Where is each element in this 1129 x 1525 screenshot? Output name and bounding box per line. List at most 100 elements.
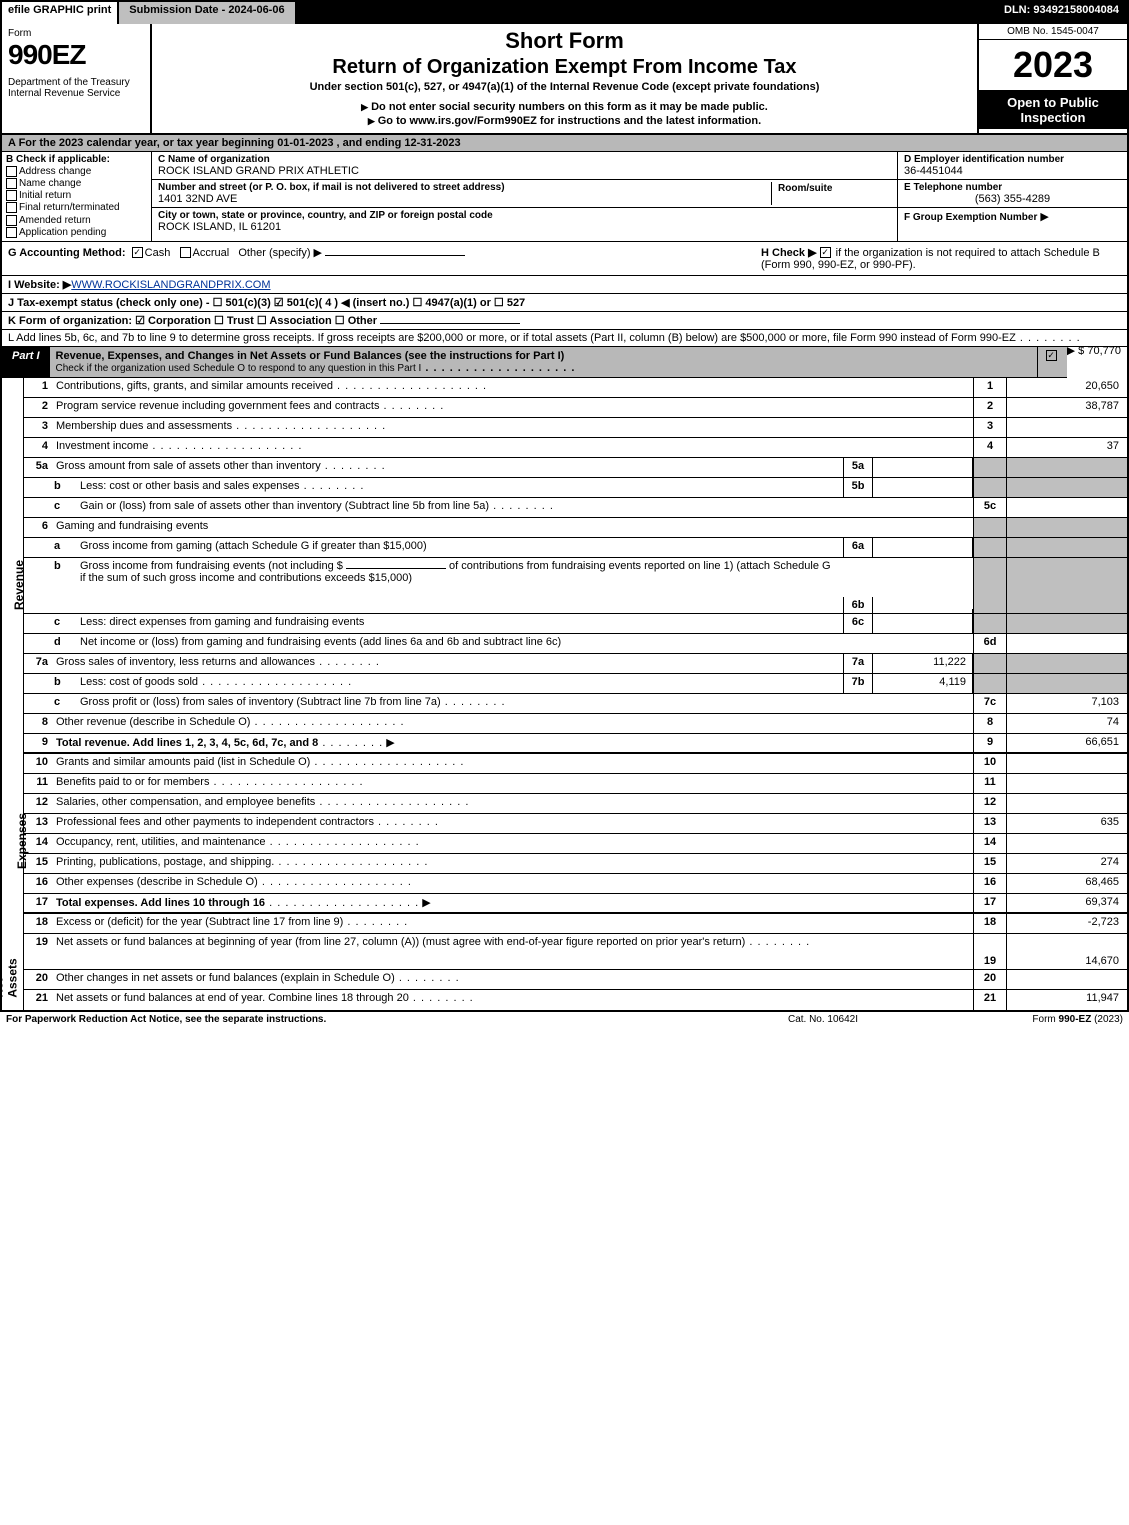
form-title: Return of Organization Exempt From Incom… [158,56,971,79]
header-mid: Short Form Return of Organization Exempt… [152,24,977,133]
form-header: Form 990EZ Department of the Treasury In… [2,24,1127,135]
c-addr-label: Number and street (or P. O. box, if mail… [158,182,771,193]
spacer [297,2,996,24]
line13-value: 635 [1007,814,1127,833]
line9-value: 66,651 [1007,734,1127,752]
netassets-section: Net Assets 18Excess or (deficit) for the… [2,914,1127,1010]
line8-value: 74 [1007,714,1127,733]
line3-value [1007,418,1127,437]
line16-value: 68,465 [1007,874,1127,893]
line14-value [1007,834,1127,853]
d-label: D Employer identification number [904,154,1121,165]
form-word: Form [8,28,144,39]
c-name-value: ROCK ISLAND GRAND PRIX ATHLETIC [158,165,891,177]
line2-value: 38,787 [1007,398,1127,417]
open-inspection: Open to Public Inspection [979,91,1127,129]
line10-value [1007,754,1127,773]
row-l: L Add lines 5b, 6c, and 7b to line 9 to … [2,330,1127,347]
line7c-value: 7,103 [1007,694,1127,713]
check-final-return[interactable]: Final return/terminated [6,202,147,213]
check-name-change[interactable]: Name change [6,178,147,189]
submission-date: Submission Date - 2024-06-06 [119,2,296,24]
line7b-value: 4,119 [873,674,973,693]
check-schedule-o[interactable]: ✓ [1046,350,1057,361]
note-ssn: Do not enter social security numbers on … [158,101,971,113]
line15-value: 274 [1007,854,1127,873]
note-link: Go to www.irs.gov/Form990EZ for instruct… [158,115,971,127]
form-container: efile GRAPHIC print Submission Date - 20… [0,0,1129,1012]
top-bar: efile GRAPHIC print Submission Date - 20… [2,2,1127,24]
tax-year: 2023 [979,40,1127,91]
e-value: (563) 355-4289 [904,193,1121,205]
header-right: OMB No. 1545-0047 2023 Open to Public In… [977,24,1127,133]
expenses-label: Expenses [15,813,29,869]
footer-catno: Cat. No. 10642I [723,1014,923,1025]
line12-value [1007,794,1127,813]
col-b-header: B Check if applicable: [6,154,147,165]
e-label: E Telephone number [904,182,1121,193]
line20-value [1007,970,1127,989]
header-left: Form 990EZ Department of the Treasury In… [2,24,152,133]
line5c-value [1007,498,1127,517]
under-section: Under section 501(c), 527, or 4947(a)(1)… [158,81,971,93]
footer-formid: Form 990-EZ (2023) [923,1014,1123,1025]
row-j: J Tax-exempt status (check only one) - ☐… [2,294,1127,312]
footer: For Paperwork Reduction Act Notice, see … [0,1012,1129,1027]
d-value: 36-4451044 [904,165,1121,177]
line11-value [1007,774,1127,793]
col-c: C Name of organization ROCK ISLAND GRAND… [152,152,897,241]
row-k: K Form of organization: ☑ Corporation ☐ … [2,312,1127,330]
check-application-pending[interactable]: Application pending [6,227,147,238]
line6a-value [873,538,973,557]
efile-print-button[interactable]: efile GRAPHIC print [2,2,119,24]
row-g: G Accounting Method: ✓Cash Accrual Other… [8,246,761,271]
form-number: 990EZ [8,39,144,71]
line5b-value [873,478,973,497]
line17-value: 69,374 [1007,894,1127,912]
expenses-section: Expenses 10Grants and similar amounts pa… [2,754,1127,914]
c-name-label: C Name of organization [158,154,891,165]
c-addr-value: 1401 32ND AVE [158,193,771,205]
f-label: F Group Exemption Number [904,212,1037,223]
line1-value: 20,650 [1007,378,1127,397]
line21-value: 11,947 [1007,990,1127,1010]
line6c-value [873,614,973,633]
part1-tag: Part I [2,347,50,377]
row-a-taxyear: A For the 2023 calendar year, or tax yea… [2,135,1127,152]
revenue-label: Revenue [12,560,26,610]
dln: DLN: 93492158004084 [996,2,1127,24]
row-l-amount: ▶ $ 70,770 [1067,344,1121,357]
revenue-section: Revenue 1Contributions, gifts, grants, a… [2,378,1127,754]
check-cash[interactable]: ✓ [132,247,143,258]
check-amended-return[interactable]: Amended return [6,215,147,226]
section-bcdef: B Check if applicable: Address change Na… [2,152,1127,242]
footer-left: For Paperwork Reduction Act Notice, see … [6,1014,723,1025]
line5a-value [873,458,973,477]
c-city-label: City or town, state or province, country… [158,210,891,221]
website-link[interactable]: WWW.ROCKISLANDGRANDPRIX.COM [71,279,270,291]
col-b: B Check if applicable: Address change Na… [2,152,152,241]
check-initial-return[interactable]: Initial return [6,190,147,201]
line19-value: 14,670 [1007,934,1127,969]
col-def: D Employer identification number 36-4451… [897,152,1127,241]
part1-desc: Revenue, Expenses, and Changes in Net As… [50,347,1037,377]
department: Department of the Treasury Internal Reve… [8,77,144,99]
check-address-change[interactable]: Address change [6,166,147,177]
row-i: I Website: ▶WWW.ROCKISLANDGRANDPRIX.COM [2,276,1127,294]
check-accrual[interactable] [180,247,191,258]
c-room: Room/suite [771,182,891,205]
check-h[interactable]: ✓ [820,247,831,258]
line18-value: -2,723 [1007,914,1127,933]
line6d-value [1007,634,1127,653]
line7a-value: 11,222 [873,654,973,673]
line4-value: 37 [1007,438,1127,457]
f-arrow-icon: ▶ [1040,211,1048,223]
netassets-label: Net Assets [0,958,20,997]
row-gh: G Accounting Method: ✓Cash Accrual Other… [2,242,1127,276]
c-city-value: ROCK ISLAND, IL 61201 [158,221,891,233]
part1-header: Part I Revenue, Expenses, and Changes in… [2,347,1067,378]
header-notes: Do not enter social security numbers on … [158,101,971,127]
line6b-value [873,609,973,613]
row-h: H Check ▶ ✓ if the organization is not r… [761,246,1121,271]
omb-number: OMB No. 1545-0047 [979,24,1127,40]
